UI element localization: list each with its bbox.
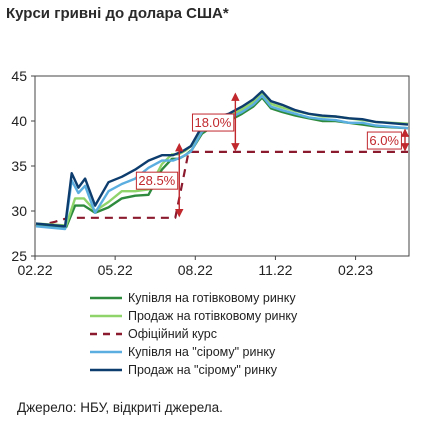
series-layer — [35, 90, 409, 231]
legend-label-1: Продаж на готівковому ринку — [128, 309, 298, 323]
legend-label-2: Офіційний курс — [128, 327, 217, 341]
x-axis: 02.22 05.22 08.22 11.22 02.23 — [17, 256, 373, 278]
x-tick-label: 02.22 — [17, 262, 52, 278]
y-tick-label: 25 — [11, 248, 27, 264]
y-tick-label: 45 — [11, 68, 27, 84]
legend-label-4: Продаж на "сірому" ринку — [128, 363, 278, 377]
annotation-label: 28.5% — [138, 173, 175, 188]
y-tick-label: 30 — [11, 203, 27, 219]
annotation-label: 6.0% — [369, 133, 399, 148]
x-tick-label: 02.23 — [338, 262, 373, 278]
y-tick-label: 40 — [11, 113, 27, 129]
y-tick-label: 35 — [11, 158, 27, 174]
series-line-2 — [35, 150, 408, 228]
chart-title: Курси гривні до долара США* — [6, 5, 229, 22]
annotation-box — [366, 131, 402, 150]
source-note: Джерело: НБУ, відкриті джерела. — [17, 400, 223, 415]
plot-frame — [34, 75, 410, 257]
annotation-layer: 28.5% 18.0% 6.0% — [135, 92, 410, 218]
annotation-box — [135, 171, 179, 190]
legend: Купівля на готівковому ринку Продаж на го… — [90, 291, 298, 377]
annotation-label: 18.0% — [194, 115, 231, 130]
x-tick-label: 08.22 — [178, 262, 213, 278]
x-tick-label: 11.22 — [258, 262, 292, 278]
legend-label-0: Купівля на готівковому ринку — [128, 291, 296, 305]
chart-canvas: 25 30 35 40 45 02.22 05.22 08.22 11.22 02.23 28.… — [11, 68, 410, 377]
y-axis: 25 30 35 40 45 — [11, 68, 35, 264]
annotation-box — [191, 113, 235, 132]
legend-label-3: Купівля на "сірому" ринку — [128, 345, 276, 359]
x-tick-label: 05.22 — [98, 262, 133, 278]
